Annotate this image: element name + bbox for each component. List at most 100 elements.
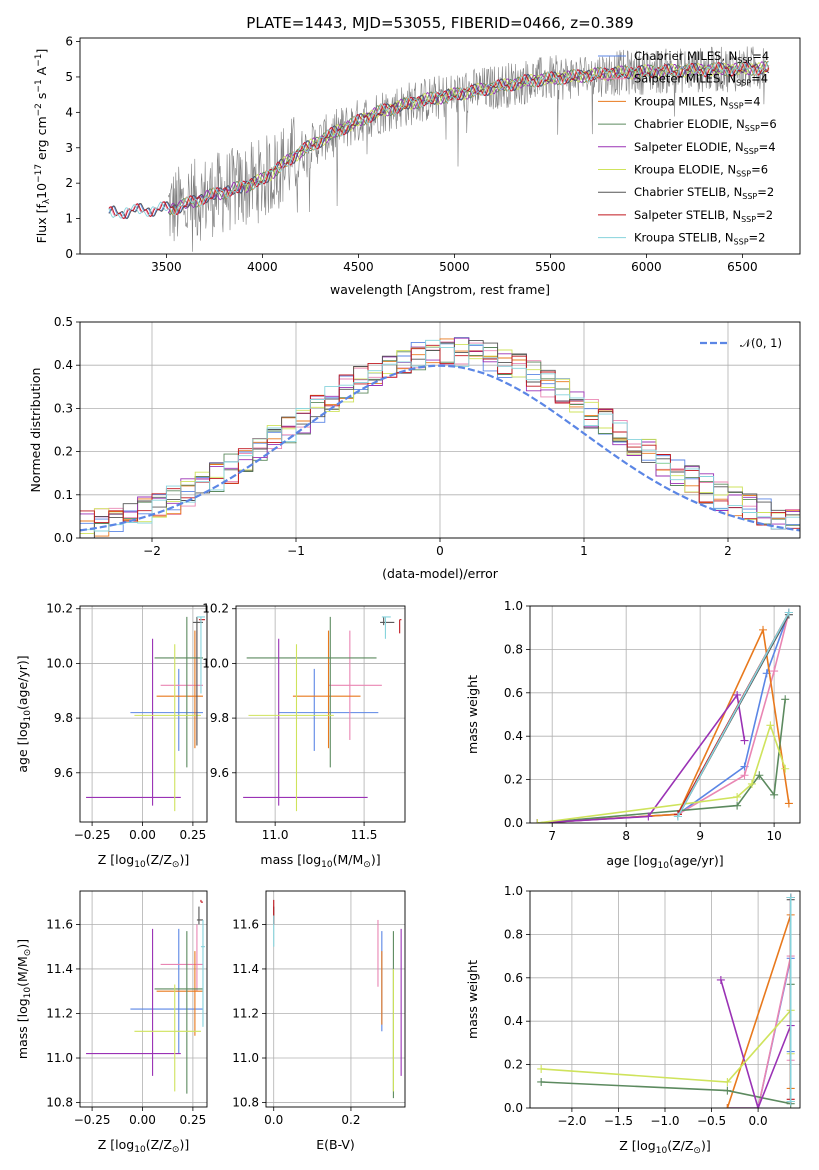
mass-weight-marker [759, 625, 768, 634]
mass-weight-marker [755, 771, 764, 780]
x-tick-label: 0 [436, 544, 444, 558]
legend-eq: = [752, 49, 762, 63]
mass-weight-marker [673, 812, 682, 821]
label-part: (age/yr)] [669, 853, 724, 868]
legend-eq: = [751, 163, 761, 177]
mass-weight-marker [733, 690, 742, 699]
label-part: (M/M [15, 956, 30, 987]
legend-name: Chabrier MILES [634, 49, 721, 63]
x-tick-label: 0.2 [341, 1113, 360, 1127]
legend-nssp: 4 [761, 72, 768, 86]
mass-weight-line [537, 692, 746, 823]
label-part: s [34, 93, 49, 104]
legend-name: Kroupa MILES [634, 94, 713, 108]
legend-label: Kroupa STELIB, NSSP=2 [634, 231, 766, 247]
x-axis-label: mass [log10(M/M⊙)] [260, 852, 380, 870]
mass-weight-marker [733, 792, 742, 801]
x-axis-label: E(B-V) [316, 1137, 355, 1152]
y-tick-label: 0.1 [54, 488, 73, 502]
legend-label: Salpeter ELODIE, NSSP=4 [634, 140, 776, 156]
y-tick-label: 1.0 [504, 599, 523, 613]
x-axis-label: (data-model)/error [382, 566, 499, 581]
label-part: 10 [23, 987, 33, 999]
label-part: 10 [23, 710, 33, 722]
label-part: Z [log [619, 1138, 655, 1153]
y-axis-label: mass [log10(M/M⊙)] [15, 939, 33, 1059]
label-part: )] [371, 852, 381, 867]
label-part: ⊙ [693, 1146, 701, 1156]
legend-sub: SSP [741, 215, 756, 224]
legend-nssp: 4 [762, 49, 769, 63]
label-part: )] [701, 1138, 711, 1153]
x-tick-label: 1 [580, 544, 588, 558]
label-part: Flux [f [34, 204, 49, 244]
plot-area [108, 46, 770, 252]
x-tick-label: 8 [622, 829, 630, 843]
legend-sub: SSP [737, 56, 752, 65]
y-tick-label: 10.2 [46, 602, 73, 616]
y-tick-label: 0.2 [504, 1058, 523, 1072]
x-tick-label: 0.25 [180, 1113, 207, 1127]
plot-area [273, 899, 402, 1099]
legend-eq: = [744, 94, 754, 108]
y-tick-label: 1 [65, 212, 73, 226]
y-tick-label: 0.6 [504, 686, 523, 700]
legend-label: 𝒩(0, 1) [740, 336, 782, 350]
legend-name: Salpeter ELODIE [634, 140, 728, 154]
label-part: (Z/Z [146, 852, 172, 867]
x-tick-label: −2 [143, 544, 161, 558]
x-axis-label: Z [log10(Z/Z⊙)] [98, 852, 189, 870]
x-tick-label: 0.0 [264, 1113, 283, 1127]
legend-label: Salpeter MILES, NSSP=4 [634, 72, 768, 88]
y-tick-label: 0.0 [504, 1101, 523, 1115]
model-spectrum-line [108, 61, 770, 220]
label-part: (age/yr)] [15, 655, 30, 710]
y-tick-label: 0.5 [54, 315, 73, 329]
legend-sub: SSP [744, 147, 759, 156]
x-tick-label: 9 [696, 829, 704, 843]
legend-sub: SSP [742, 192, 757, 201]
y-axis-label: age [log10(age/yr)] [15, 655, 33, 772]
grid [80, 891, 207, 1107]
mass-weight-marker [733, 801, 742, 810]
mass-weight-line [677, 612, 790, 817]
y-tick-label: 11.6 [46, 917, 73, 931]
x-axis-label: wavelength [Angstrom, rest frame] [330, 282, 550, 297]
legend-name: Salpeter MILES [634, 72, 720, 86]
figure-title: PLATE=1443, MJD=53055, FIBERID=0466, z=0… [246, 14, 633, 32]
label-part: wavelength [Angstrom, rest frame] [330, 282, 550, 297]
plot-area [533, 608, 793, 823]
axes-residuals: −2 −1 0 1 2 0.0 0.1 0.2 0.3 0.4 0.5 𝒩(0, 1) (data-mo… [28, 315, 801, 581]
label-part: age [log [15, 721, 30, 772]
legend-eq: = [751, 72, 761, 86]
residual-histogram-step [80, 344, 800, 529]
mass-weight-marker [537, 1064, 546, 1073]
label-part: (Z/Z [667, 1138, 693, 1153]
legend-label: Chabrier STELIB, NSSP=2 [634, 185, 774, 201]
model-spectrum-line [108, 60, 770, 219]
x-tick-label: 0.00 [129, 828, 156, 842]
y-axis-label: Normed distribution [28, 368, 43, 493]
x-tick-label: −2.0 [557, 1114, 586, 1128]
x-tick-label: 6000 [631, 260, 662, 274]
mass-weight-marker [644, 812, 653, 821]
plot-area [243, 616, 402, 812]
label-part: −17 [34, 164, 44, 183]
mass-weight-marker [537, 1077, 546, 1086]
label-part: 10 [658, 861, 670, 871]
y-tick-label: 11.0 [46, 1051, 73, 1065]
legend-nssp: 4 [768, 140, 775, 154]
x-tick-label: 3500 [151, 260, 182, 274]
y-tick-label: 0.0 [54, 531, 73, 545]
y-tick-label: 6 [65, 35, 73, 49]
y-tick-label: 9.6 [210, 766, 229, 780]
label-part: 10 [134, 1145, 146, 1155]
y-tick-label: 0.6 [504, 971, 523, 985]
legend-nssp: 6 [769, 117, 776, 131]
residual-histogram-step [80, 339, 800, 532]
grid [80, 606, 207, 822]
legend-name: Kroupa ELODIE [634, 163, 720, 177]
